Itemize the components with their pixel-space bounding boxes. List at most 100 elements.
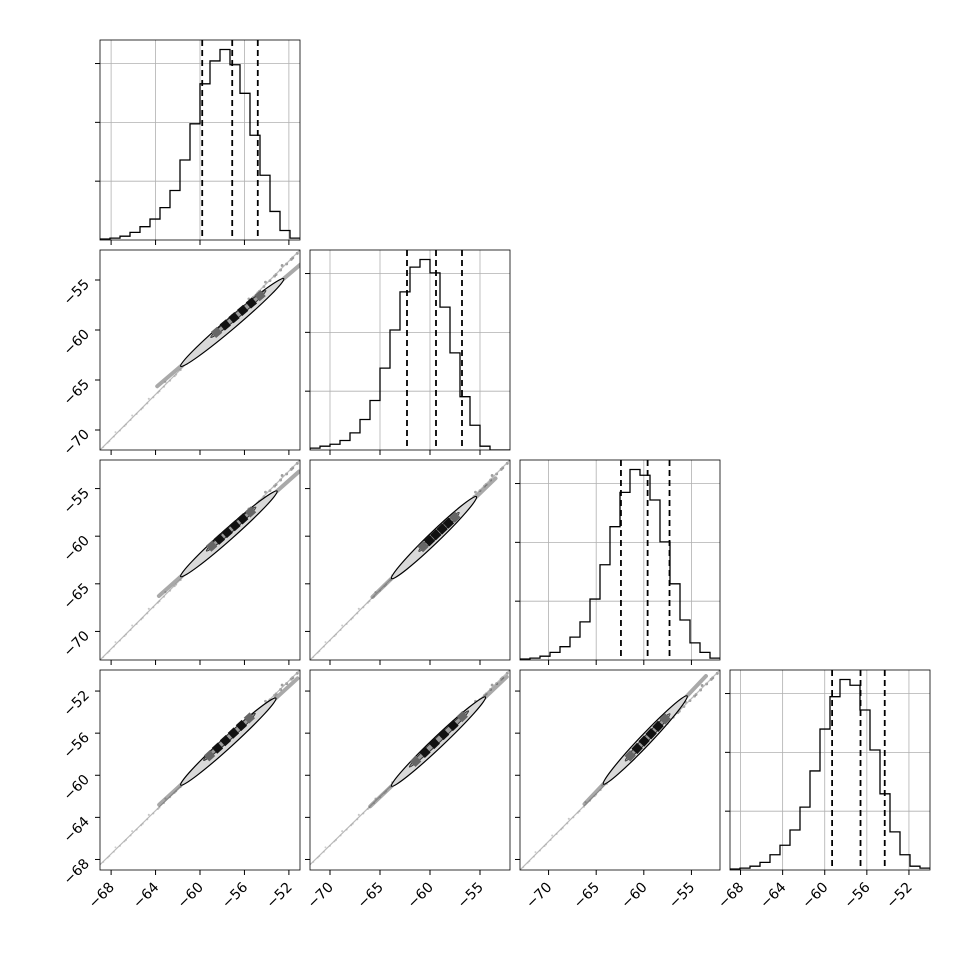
- density-cell: [211, 742, 224, 754]
- density-cell: [206, 540, 218, 552]
- scatter-point: [98, 658, 100, 660]
- x-tick-label-2: −60: [618, 880, 650, 912]
- density-cell: [235, 719, 248, 732]
- density-cell: [438, 728, 450, 741]
- corner-3-2-frame: [519, 669, 721, 871]
- corner-3-1-plot: [308, 670, 510, 866]
- density-cell: [442, 517, 455, 529]
- density-cell: [245, 297, 258, 309]
- hist-3-frame: [519, 459, 721, 661]
- corner-3-1-frame: [309, 669, 511, 871]
- density-cell: [219, 734, 232, 747]
- x-tick-label-0: −68: [86, 880, 118, 912]
- density-cell: [417, 540, 429, 553]
- density-cell: [631, 742, 643, 755]
- scatter-point: [490, 683, 494, 687]
- density-cell: [210, 326, 223, 338]
- scatter-point: [131, 830, 134, 833]
- density-cell: [638, 735, 650, 747]
- density-cell: [410, 755, 422, 767]
- y-tick-label-1: −65: [61, 377, 93, 409]
- y-tick-label-2: −60: [61, 533, 93, 565]
- scatter-point: [490, 474, 494, 477]
- x-tick-label-0: −60: [175, 880, 207, 912]
- density-cell: [254, 290, 266, 302]
- density-cell: [449, 511, 461, 523]
- scatter-point: [534, 851, 537, 854]
- density-cell: [645, 728, 657, 740]
- y-tick-label-3: −68: [61, 856, 93, 888]
- density-cell: [456, 710, 468, 723]
- density-cell: [228, 312, 240, 324]
- hist-3-steps: [520, 468, 720, 660]
- scatter-point: [518, 868, 520, 870]
- density-cell: [244, 506, 257, 518]
- x-tick-label-0: −64: [130, 879, 162, 911]
- y-tick-label-3: −52: [61, 688, 93, 720]
- y-tick-label-1: −55: [61, 277, 93, 309]
- density-cell: [624, 750, 636, 762]
- density-cell: [213, 533, 226, 545]
- corner-2-1-frame: [309, 459, 511, 661]
- y-tick-label-3: −60: [61, 772, 93, 804]
- density-cell: [237, 304, 249, 316]
- scatter-point: [98, 863, 100, 865]
- scatter-point: [131, 414, 134, 417]
- y-tick-label-1: −70: [61, 427, 93, 459]
- density-cell: [436, 523, 448, 535]
- hist-4-steps: [730, 678, 930, 870]
- scatter-point: [474, 490, 477, 494]
- scatter-point: [147, 397, 150, 400]
- scatter-point: [341, 624, 344, 627]
- corner-1-0-plot: [100, 250, 300, 450]
- scatter-point: [280, 474, 284, 477]
- density-cell: [227, 727, 240, 739]
- density-cell: [203, 750, 216, 762]
- hist-4-frame: [729, 669, 931, 871]
- scatter-point: [308, 863, 310, 865]
- x-tick-label-3: −68: [715, 880, 747, 912]
- density-cell: [243, 712, 256, 724]
- x-tick-label-3: −64: [757, 879, 789, 911]
- scatter-point: [147, 607, 150, 610]
- density-cell: [423, 535, 436, 547]
- corner-3-2-plot: [518, 670, 720, 870]
- x-tick-label-2: −65: [571, 880, 603, 912]
- scatter-point: [280, 683, 284, 687]
- scatter-point: [264, 280, 267, 284]
- scatter-point: [264, 490, 267, 494]
- corner-2-1-plot: [308, 460, 510, 660]
- x-tick-label-1: −60: [405, 880, 437, 912]
- y-tick-label-3: −64: [61, 814, 93, 846]
- scatter-point: [324, 846, 327, 849]
- density-cell: [237, 513, 249, 525]
- scatter-point: [114, 431, 117, 434]
- x-tick-label-0: −56: [219, 879, 251, 911]
- density-cell: [430, 529, 442, 541]
- hist-2-frame: [309, 249, 511, 451]
- y-tick-label-2: −70: [61, 628, 93, 660]
- scatter-point: [114, 846, 117, 849]
- x-tick-label-3: −56: [841, 879, 873, 911]
- x-tick-label-1: −65: [355, 880, 387, 912]
- scatter-point: [551, 834, 554, 837]
- scatter-point: [357, 607, 360, 610]
- density-cell: [221, 526, 233, 539]
- corner-3-0-plot: [98, 670, 300, 866]
- hist-2-steps: [310, 258, 510, 450]
- scatter-point: [114, 641, 117, 644]
- scatter-point: [308, 658, 310, 660]
- y-tick-label-1: −60: [61, 327, 93, 359]
- scatter-point: [131, 624, 134, 627]
- hist-1-steps: [100, 48, 300, 240]
- y-tick-label-2: −65: [61, 580, 93, 612]
- scatter-point: [324, 641, 327, 644]
- density-cell: [419, 746, 431, 759]
- scatter-point: [280, 264, 284, 267]
- x-tick-label-1: −55: [455, 880, 487, 912]
- density-cell: [428, 737, 440, 750]
- scatter-point: [357, 813, 360, 816]
- scatter-point: [700, 684, 704, 687]
- scatter-point: [264, 699, 267, 703]
